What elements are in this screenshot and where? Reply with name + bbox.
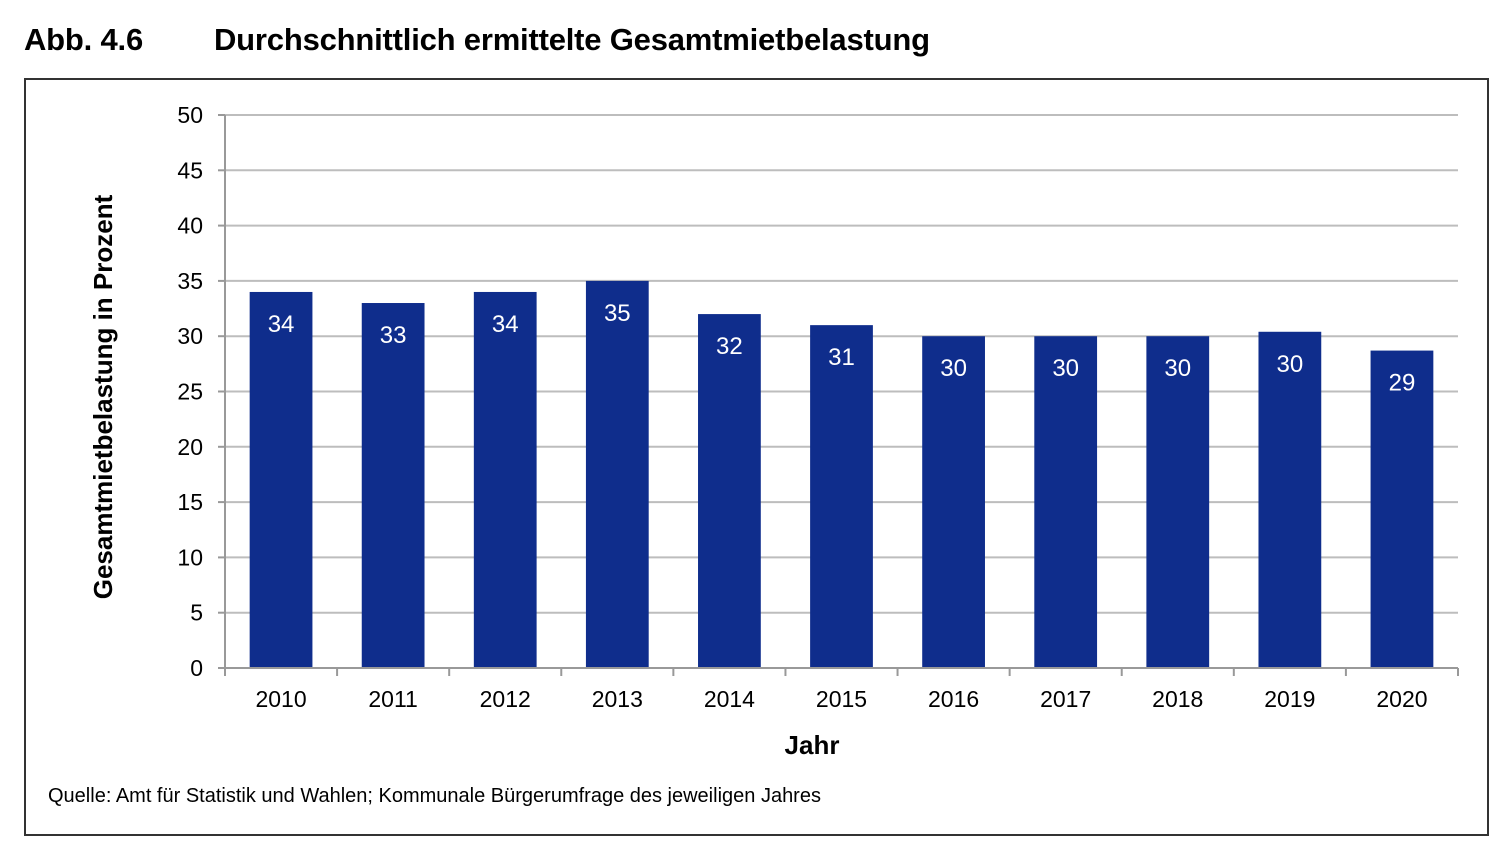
x-tick-label: 2010 (255, 686, 306, 712)
data-label: 29 (1389, 370, 1416, 397)
bar-2011 (361, 303, 425, 668)
bar-2019 (1258, 331, 1322, 668)
y-tick-label: 20 (177, 434, 203, 460)
data-label: 33 (380, 322, 407, 349)
x-tick-label: 2019 (1264, 686, 1315, 712)
x-axis-label: Jahr (785, 730, 840, 760)
x-tick-label: 2020 (1376, 686, 1427, 712)
figure-number: Abb. 4.6 (24, 22, 143, 57)
bar-2014 (698, 314, 761, 668)
data-label: 30 (1164, 355, 1191, 382)
y-tick-label: 10 (177, 544, 203, 570)
bar-2015 (810, 325, 873, 668)
y-tick-label: 5 (190, 600, 203, 626)
chart-frame (24, 78, 1489, 836)
x-tick-label: 2017 (1040, 686, 1091, 712)
bar-2018 (1146, 336, 1210, 668)
bar-2017 (1034, 336, 1098, 668)
data-label: 35 (604, 300, 631, 327)
figure-title: Abb. 4.6 Durchschnittlich ermittelte Gesa… (24, 22, 930, 58)
bar-2010 (249, 291, 313, 668)
y-tick-label: 35 (177, 268, 203, 294)
y-tick-label: 25 (177, 379, 203, 405)
x-tick-label: 2011 (368, 686, 417, 712)
y-axis-label: Gesamtmietbelastung in Prozent (88, 194, 118, 599)
data-label: 32 (716, 333, 743, 360)
y-axis-ticks: 0 5 10 15 20 25 30 35 40 45 50 (177, 102, 225, 681)
figure-title-text: Durchschnittlich ermittelte Gesamtmietbe… (214, 22, 930, 57)
axes (224, 115, 1458, 669)
x-axis-ticks: 2010 2011 2012 2013 2014 2015 2016 2017 2018 2019… (224, 668, 1459, 712)
data-label: 34 (492, 311, 519, 338)
x-tick-label: 2013 (592, 686, 643, 712)
bar-2013 (585, 280, 649, 668)
x-tick-label: 2015 (816, 686, 867, 712)
data-label: 30 (940, 355, 967, 382)
x-tick-label: 2012 (480, 686, 531, 712)
x-tick-label: 2014 (704, 686, 755, 712)
bar-2016 (922, 336, 985, 668)
x-tick-label: 2016 (928, 686, 979, 712)
source-note: Quelle: Amt für Statistik und Wahlen; Ko… (48, 785, 821, 807)
data-label: 34 (268, 311, 295, 338)
data-label: 30 (1052, 355, 1079, 382)
y-tick-label: 40 (177, 213, 203, 239)
bar-2012 (473, 291, 537, 668)
data-label: 31 (828, 344, 855, 371)
data-label: 30 (1277, 351, 1304, 378)
y-tick-label: 0 (190, 655, 203, 681)
bar-2020 (1370, 350, 1434, 668)
y-tick-label: 45 (177, 157, 203, 183)
y-tick-label: 50 (177, 102, 203, 128)
x-tick-label: 2018 (1152, 686, 1203, 712)
bars: 34 33 34 35 32 31 30 30 30 30 29 (249, 280, 1434, 668)
y-tick-label: 15 (177, 489, 203, 515)
y-tick-label: 30 (177, 323, 203, 349)
